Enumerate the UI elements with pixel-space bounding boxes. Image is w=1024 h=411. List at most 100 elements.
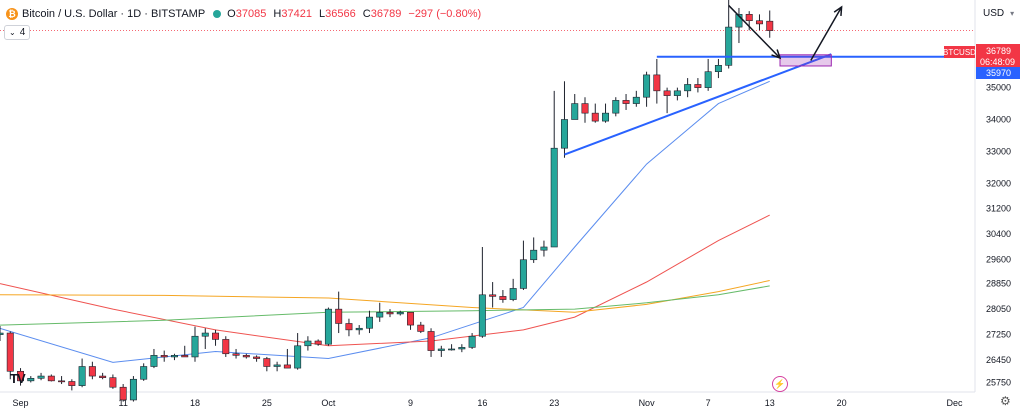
currency-label: USD [983, 8, 1005, 19]
candle-body [335, 308, 343, 324]
candle-body [191, 335, 199, 358]
candle-body [88, 366, 96, 377]
candle-body [160, 355, 168, 358]
y-tick-label: 25750 [986, 377, 1011, 387]
candle-body [581, 103, 589, 114]
x-tick-label: 11 [118, 398, 127, 408]
close-label: C [362, 8, 371, 20]
x-tick-label: Nov [639, 398, 656, 408]
candle-body [550, 147, 558, 248]
candle-body [448, 348, 456, 351]
x-tick-label: 25 [262, 398, 272, 408]
candle-body [140, 366, 148, 380]
candle-body [612, 100, 620, 114]
x-tick-label: 20 [837, 398, 847, 408]
candle-body [755, 20, 763, 25]
close-value: 36789 [370, 8, 402, 20]
change-value: −297 (−0.80%) [408, 8, 482, 20]
low-value: 36566 [325, 8, 356, 20]
x-tick-label: 23 [549, 398, 559, 408]
candle-body [99, 375, 107, 378]
candle-body [129, 378, 137, 401]
candle-body [212, 332, 220, 340]
open-value: 37085 [235, 8, 267, 20]
candle-body [725, 26, 733, 66]
x-tick-label: 9 [408, 398, 413, 408]
ma-line-1 [0, 80, 770, 363]
candle-body [324, 308, 332, 345]
bar-countdown-text: 06:48:09 [980, 57, 1015, 67]
indicators-toggle-button[interactable]: ⌄ 4 [4, 25, 31, 40]
candle-body [519, 259, 527, 289]
candle-body [345, 323, 353, 331]
last-price-tag [976, 44, 1020, 68]
candle-body [571, 103, 579, 120]
tradingview-logo-icon[interactable]: TV [10, 371, 26, 386]
candle-body [735, 14, 743, 28]
candle-body [150, 355, 158, 367]
line-price-text: 35970 [986, 68, 1011, 78]
candle-body [37, 375, 45, 379]
candle-body [181, 355, 189, 358]
candle-body [201, 332, 209, 337]
y-tick-label: 34000 [986, 115, 1011, 125]
candle-body [427, 331, 435, 351]
currency-selector[interactable]: USD ▾ [983, 8, 1014, 19]
candle-body [643, 74, 651, 98]
high-label: H [273, 8, 282, 20]
ma-line-4 [0, 285, 770, 326]
candle-body [304, 340, 312, 347]
drawings[interactable] [564, 4, 975, 156]
lightning-icon[interactable]: ⚡ [772, 376, 788, 392]
highlight-rectangle [779, 54, 832, 67]
low-label: L [319, 8, 326, 20]
candle-body [673, 90, 681, 96]
y-tick-label: 35000 [986, 83, 1011, 93]
candle-body [27, 377, 35, 382]
chevron-down-icon: ⌄ [9, 28, 16, 37]
y-tick-label: 33000 [986, 146, 1011, 156]
candle-body [6, 332, 14, 372]
arrow-line [810, 6, 843, 61]
candle-body [365, 316, 373, 329]
x-tick-label: Sep [13, 398, 29, 408]
symbol-title[interactable]: Bitcoin / U.S. Dollar · 1D · BITSTAMP [22, 8, 206, 20]
candle-body [222, 339, 230, 355]
y-axis: 25750 26450 27250 28050 28850 29600 30400 31200… [986, 83, 1011, 388]
arrow-head [833, 5, 843, 17]
y-tick-label: 31200 [986, 204, 1011, 214]
x-tick-label: Dec [946, 398, 963, 408]
market-status-icon[interactable] [213, 10, 222, 18]
candle-body [745, 14, 753, 22]
indicators-count: 4 [19, 27, 26, 38]
candle-body [253, 356, 261, 359]
candle-body [273, 364, 281, 367]
candle-body [622, 100, 630, 104]
candle-body [632, 96, 640, 104]
ohlc-values: O37085 H37421 L36566 C36789 −297 (−0.80%… [227, 8, 481, 20]
candle-body [232, 353, 240, 356]
ma-line-2 [0, 214, 770, 347]
y-tick-label: 29600 [986, 255, 1011, 265]
candle-body [468, 335, 476, 348]
candle-body [68, 381, 76, 386]
candle-body [653, 74, 661, 92]
y-tick-label: 28850 [986, 279, 1011, 289]
candle-body [0, 332, 4, 335]
candle-body [478, 294, 486, 337]
last-price-text: 36789 [986, 46, 1011, 56]
candle-body [78, 366, 86, 386]
candle-body [714, 65, 722, 73]
candle-body [560, 119, 568, 149]
symbol-tag-text: BTCUSD [943, 48, 976, 57]
chart-header: ₿ Bitcoin / U.S. Dollar · 1D · BITSTAMP … [6, 6, 481, 22]
gear-icon[interactable]: ⚙ [1000, 394, 1011, 408]
candle-body [355, 327, 363, 331]
candle-body [663, 90, 671, 96]
candle-body [58, 380, 66, 383]
candle-body [694, 84, 702, 88]
candle-body [684, 84, 692, 92]
open-label: O [227, 8, 236, 20]
candle-body [591, 112, 599, 122]
